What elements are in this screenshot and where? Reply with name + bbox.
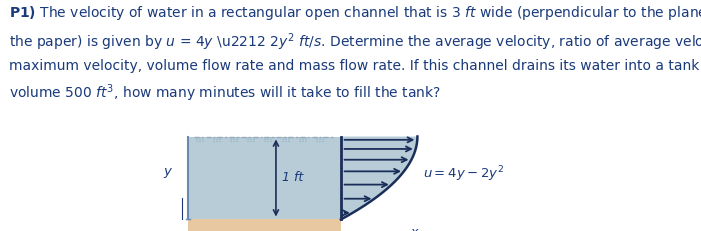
- Text: x: x: [410, 226, 417, 231]
- Polygon shape: [341, 137, 417, 219]
- Text: y: y: [163, 165, 171, 178]
- Bar: [188, 137, 341, 219]
- Text: 1 ft: 1 ft: [282, 171, 303, 185]
- Text: $\mathbf{P1)}$ The velocity of water in a rectangular open channel that is 3 $\m: $\mathbf{P1)}$ The velocity of water in …: [9, 4, 701, 104]
- Bar: [188, 219, 341, 231]
- Text: $u = 4y - 2y^2$: $u = 4y - 2y^2$: [423, 164, 504, 184]
